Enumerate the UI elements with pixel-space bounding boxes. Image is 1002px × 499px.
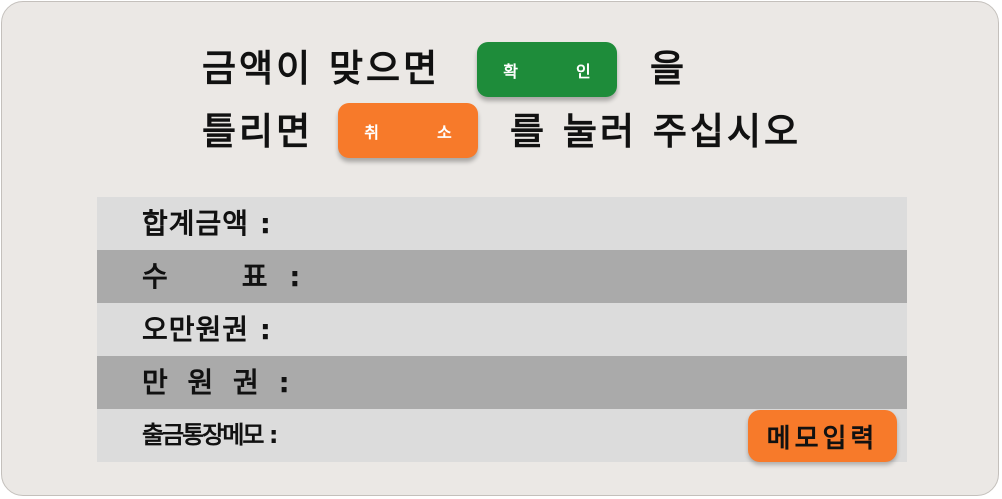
prompt-line-1-suffix: 을 bbox=[650, 47, 688, 90]
row-total-amount: 합계금액 : bbox=[97, 197, 907, 250]
prompt-line-2-prefix: 틀리면 bbox=[202, 110, 314, 153]
row-50000-won: 오만원권 : bbox=[97, 303, 907, 356]
prompt-line-1-prefix: 금액이 맞으면 bbox=[202, 47, 441, 90]
cancel-button[interactable]: 취 소 bbox=[338, 103, 478, 158]
cancel-button-char-1: 취 bbox=[364, 122, 379, 142]
row-label: 만 원 권 : bbox=[142, 366, 295, 399]
row-label: 출금통장메모 : bbox=[142, 421, 278, 449]
memo-input-button[interactable]: 메모입력 bbox=[748, 410, 897, 462]
confirm-button[interactable]: 확 인 bbox=[477, 42, 617, 97]
row-label: 합계금액 : bbox=[142, 207, 272, 240]
row-check: 수 표 : bbox=[97, 250, 907, 303]
prompt-line-2-suffix: 를 눌러 주십시오 bbox=[510, 110, 802, 153]
confirm-button-char-2: 인 bbox=[576, 61, 591, 81]
row-label: 수 표 : bbox=[142, 260, 307, 293]
amount-table: 합계금액 : 수 표 : 오만원권 : 만 원 권 : 출금통장메모 : 메모입… bbox=[97, 197, 907, 462]
row-10000-won: 만 원 권 : bbox=[97, 356, 907, 409]
confirm-button-char-1: 확 bbox=[503, 61, 518, 81]
cancel-button-char-2: 소 bbox=[437, 122, 452, 142]
row-label: 오만원권 : bbox=[142, 313, 272, 346]
